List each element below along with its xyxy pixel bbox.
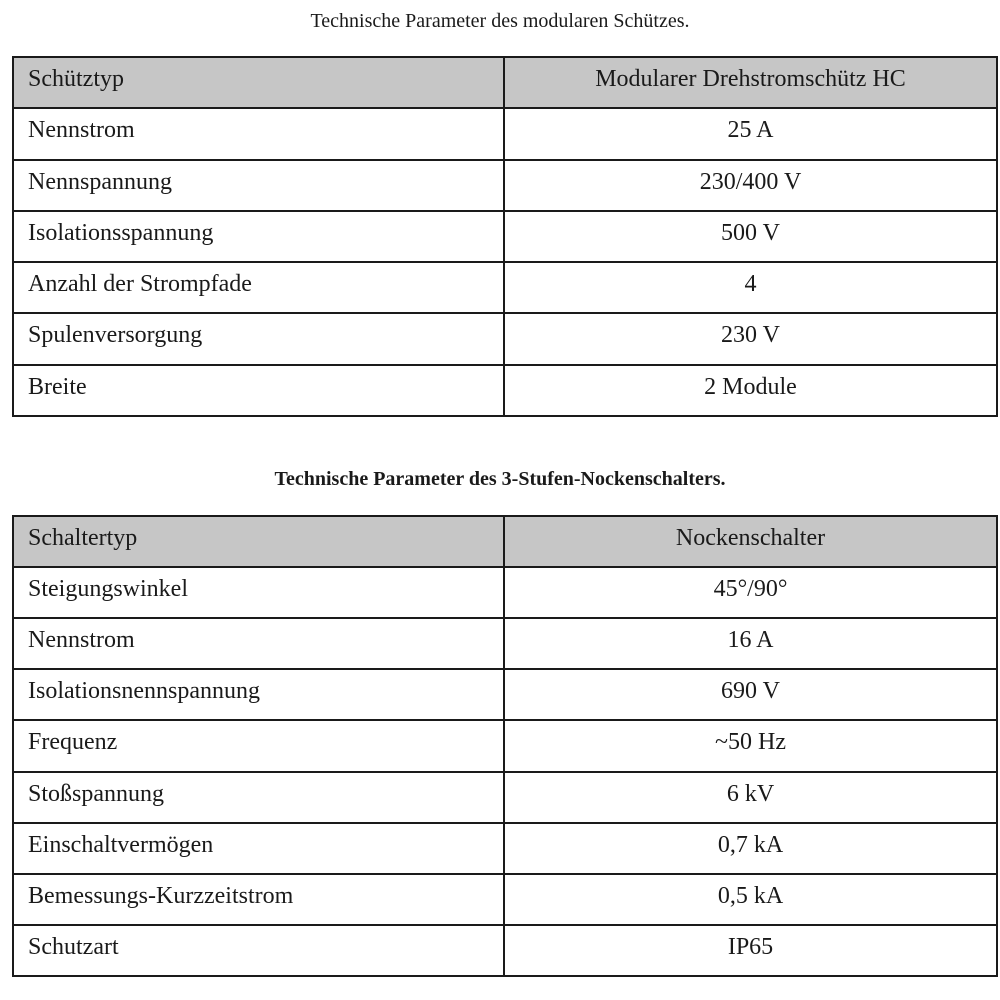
table2-caption: Technische Parameter des 3-Stufen-Nocken… [274,468,726,490]
parameter-name: Nennstrom [12,617,505,671]
table1-caption: Technische Parameter des modularen Schüt… [310,10,690,32]
parameter-value: IP65 [503,923,998,978]
parameter-value: 230 V [503,312,998,366]
table-header-row: Schaltertyp Nockenschalter [12,514,998,569]
table-row: Schutzart IP65 [12,923,998,978]
parameter-name: Stoßspannung [12,770,505,824]
table-row: Nennstrom 25 A [12,107,998,161]
table-row: Breite 2 Module [12,363,998,418]
parameter-name: Isolationsnennspannung [12,668,505,722]
table-row: Anzahl der Strompfade 4 [12,261,998,315]
table-row: Einschaltvermögen 0,7 kA [12,821,998,875]
parameter-name: Breite [12,363,505,418]
parameter-name: Anzahl der Strompfade [12,261,505,315]
table-row: Spulenversorgung 230 V [12,312,998,366]
parameter-name: Schütztyp [12,55,505,110]
parameter-name: Steigungswinkel [12,566,505,620]
contactor-parameters-table: Schütztyp Modularer Drehstromschütz HC Nen… [12,55,998,418]
parameter-name: Einschaltvermögen [12,821,505,875]
parameter-value: Nockenschalter [503,514,998,569]
parameter-value: 25 A [503,107,998,161]
table-row: Nennstrom 16 A [12,617,998,671]
parameter-name: Isolationsspannung [12,209,505,264]
cam-switch-parameters-table: Schaltertyp Nockenschalter Steigungswinkel… [12,514,998,978]
table-row: Isolationsspannung 500 V [12,209,998,264]
parameter-value: 500 V [503,209,998,264]
parameter-value: 690 V [503,668,998,722]
table-header-row: Schütztyp Modularer Drehstromschütz HC [12,55,998,110]
parameter-name: Nennstrom [12,107,505,161]
parameter-value: 45°/90° [503,566,998,620]
parameter-name: Schutzart [12,923,505,978]
parameter-value: Modularer Drehstromschütz HC [503,55,998,110]
parameter-value: 6 kV [503,770,998,824]
parameter-value: 230/400 V [503,158,998,212]
parameter-name: Bemessungs-Kurzzeitstrom [12,872,505,926]
parameter-value: 0,5 kA [503,872,998,926]
parameter-value: 4 [503,261,998,315]
parameter-name: Schaltertyp [12,514,505,569]
parameter-name: Frequenz [12,719,505,773]
parameter-name: Nennspannung [12,158,505,212]
parameter-value: ~50 Hz [503,719,998,773]
table-row: Bemessungs-Kurzzeitstrom 0,5 kA [12,872,998,926]
table-row: Steigungswinkel 45°/90° [12,566,998,620]
table-row: Stoßspannung 6 kV [12,770,998,824]
table-row: Isolationsnennspannung 690 V [12,668,998,722]
parameter-value: 0,7 kA [503,821,998,875]
parameter-name: Spulenversorgung [12,312,505,366]
parameter-value: 16 A [503,617,998,671]
parameter-value: 2 Module [503,363,998,418]
table-row: Nennspannung 230/400 V [12,158,998,212]
table-row: Frequenz ~50 Hz [12,719,998,773]
